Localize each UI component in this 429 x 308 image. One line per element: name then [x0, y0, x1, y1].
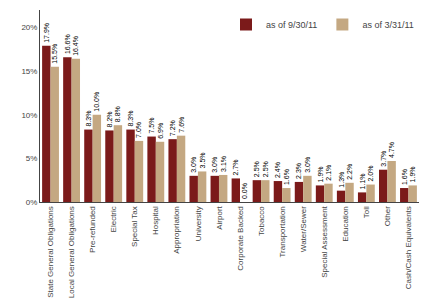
svg-text:Airport: Airport: [215, 205, 224, 229]
svg-text:Toll: Toll: [362, 206, 371, 218]
svg-text:1.1%: 1.1%: [359, 173, 366, 189]
svg-text:10%: 10%: [21, 111, 37, 120]
svg-text:3.0%: 3.0%: [190, 157, 197, 173]
svg-text:Electric: Electric: [109, 206, 118, 232]
svg-text:2.4%: 2.4%: [274, 162, 281, 178]
svg-text:16.4%: 16.4%: [72, 36, 79, 56]
svg-text:1.9%: 1.9%: [409, 166, 416, 182]
svg-text:Local General Obligations: Local General Obligations: [67, 206, 76, 298]
svg-text:7.2%: 7.2%: [169, 120, 176, 136]
svg-text:1.6%: 1.6%: [283, 169, 290, 185]
svg-text:Water/Sewer: Water/Sewer: [299, 206, 308, 252]
svg-text:2.1%: 2.1%: [325, 165, 332, 181]
svg-text:2.3%: 2.3%: [295, 163, 302, 179]
svg-text:as of 9/30/11: as of 9/30/11: [266, 20, 317, 30]
svg-text:Appropriation: Appropriation: [172, 206, 181, 254]
svg-text:8.8%: 8.8%: [114, 106, 121, 122]
svg-text:Hospital: Hospital: [151, 206, 160, 235]
svg-text:1.6%: 1.6%: [401, 169, 408, 185]
svg-text:Pre-refunded: Pre-refunded: [88, 206, 97, 253]
svg-text:20%: 20%: [21, 23, 37, 32]
svg-text:8.2%: 8.2%: [106, 111, 113, 127]
svg-text:Corporate Backed: Corporate Backed: [236, 206, 245, 270]
svg-text:Special Tax: Special Tax: [130, 206, 139, 247]
svg-text:15%: 15%: [21, 67, 37, 76]
svg-text:2.5%: 2.5%: [253, 161, 260, 177]
svg-text:State General Obligations: State General Obligations: [46, 206, 55, 298]
svg-text:10.0%: 10.0%: [93, 92, 100, 112]
svg-text:Education: Education: [341, 206, 350, 242]
svg-text:3.0%: 3.0%: [211, 157, 218, 173]
svg-text:7.5%: 7.5%: [148, 118, 155, 134]
svg-text:8.3%: 8.3%: [127, 111, 134, 127]
svg-text:3.0%: 3.0%: [304, 157, 311, 173]
svg-text:17.9%: 17.9%: [43, 23, 50, 43]
svg-text:4.7%: 4.7%: [388, 142, 395, 158]
svg-text:8.3%: 8.3%: [85, 111, 92, 127]
svg-text:7.6%: 7.6%: [178, 117, 185, 133]
svg-text:0%: 0%: [26, 198, 38, 207]
svg-text:Special Assessment: Special Assessment: [320, 205, 329, 277]
svg-text:as of 3/31/11: as of 3/31/11: [362, 20, 413, 30]
svg-text:2.7%: 2.7%: [232, 159, 239, 175]
svg-text:1.9%: 1.9%: [317, 166, 324, 182]
svg-text:3.5%: 3.5%: [199, 152, 206, 168]
svg-text:0.0%: 0.0%: [241, 183, 248, 199]
svg-text:16.6%: 16.6%: [64, 34, 71, 54]
svg-text:5%: 5%: [26, 154, 38, 163]
svg-text:2.5%: 2.5%: [262, 161, 269, 177]
svg-text:15.5%: 15.5%: [51, 44, 58, 64]
svg-text:7.0%: 7.0%: [135, 122, 142, 138]
svg-text:1.3%: 1.3%: [338, 172, 345, 188]
svg-text:Tobacco: Tobacco: [257, 206, 266, 236]
svg-text:2.2%: 2.2%: [346, 164, 353, 180]
svg-text:2.0%: 2.0%: [367, 166, 374, 182]
svg-text:3.1%: 3.1%: [220, 156, 227, 172]
svg-text:Cash/Cash Equivalents: Cash/Cash Equivalents: [404, 206, 413, 289]
svg-text:Transportation: Transportation: [278, 206, 287, 257]
svg-text:3.7%: 3.7%: [380, 151, 387, 167]
svg-text:6.9%: 6.9%: [157, 123, 164, 139]
svg-text:Other: Other: [383, 206, 392, 226]
svg-text:University: University: [194, 206, 203, 241]
